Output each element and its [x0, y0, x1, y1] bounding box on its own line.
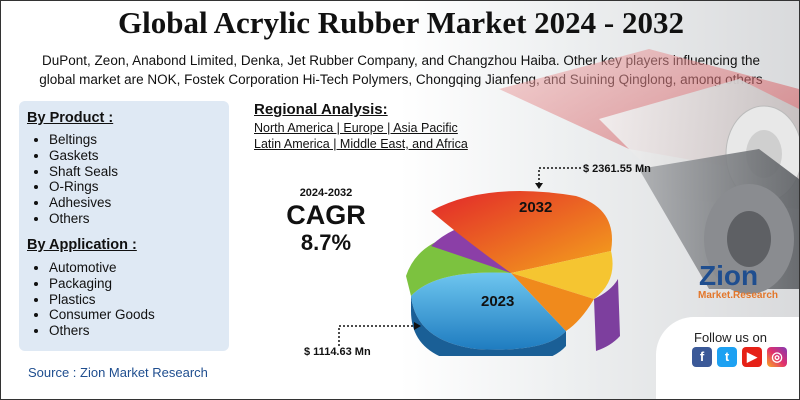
cagr-label: CAGR — [286, 200, 366, 230]
list-item: Adhesives — [49, 195, 118, 211]
list-item: Packaging — [49, 276, 155, 292]
follow-us-text: Follow us on — [694, 330, 767, 345]
regional-analysis-title: Regional Analysis: — [254, 101, 388, 118]
list-item: Others — [49, 323, 155, 339]
list-item: Shaft Seals — [49, 164, 118, 180]
value-2032: $ 2361.55 Mn — [583, 163, 651, 175]
list-item: Automotive — [49, 260, 155, 276]
value-2023: $ 1114.63 Mn — [304, 346, 371, 358]
product-list: Beltings Gaskets Shaft Seals O-Rings Adh… — [17, 132, 118, 227]
youtube-icon[interactable]: ▶ — [742, 347, 762, 367]
source-text: Source : Zion Market Research — [28, 365, 208, 380]
pointer-2032-arrow — [535, 167, 581, 189]
pointer-2023-arrow — [338, 322, 421, 346]
pie-graphic — [406, 191, 620, 356]
pie-label-2032: 2032 — [519, 199, 553, 216]
instagram-icon[interactable]: ◎ — [767, 347, 787, 367]
by-product-title: By Product : — [27, 110, 114, 126]
pie-label-2023: 2023 — [481, 293, 515, 310]
regions-line-2: Latin America | Middle East, and Africa — [254, 137, 468, 151]
regions-line-1: North America | Europe | Asia Pacific — [254, 121, 458, 135]
segments-panel — [19, 101, 229, 351]
list-item: O-Rings — [49, 179, 118, 195]
list-item: Consumer Goods — [49, 307, 155, 323]
svg-text:Market.Research: Market.Research — [698, 290, 778, 301]
cagr-period: 2024-2032 — [299, 187, 353, 199]
list-item: Beltings — [49, 132, 118, 148]
svg-text:Zion: Zion — [699, 260, 758, 291]
cagr-value: 8.7% — [300, 230, 352, 255]
zion-logo: Zion Market.Research — [698, 260, 778, 301]
twitter-icon[interactable]: t — [717, 347, 737, 367]
page-title: Global Acrylic Rubber Market 2024 - 2032 — [118, 5, 684, 40]
facebook-icon[interactable]: f — [692, 347, 712, 367]
list-item: Plastics — [49, 292, 155, 308]
by-application-title: By Application : — [27, 237, 137, 253]
list-item: Gaskets — [49, 148, 118, 164]
rubber-sheets-image — [499, 49, 799, 294]
application-list: Automotive Packaging Plastics Consumer G… — [17, 260, 155, 339]
list-item: Others — [49, 211, 118, 227]
key-players-line-1: DuPont, Zeon, Anabond Limited, Denka, Je… — [42, 53, 760, 68]
